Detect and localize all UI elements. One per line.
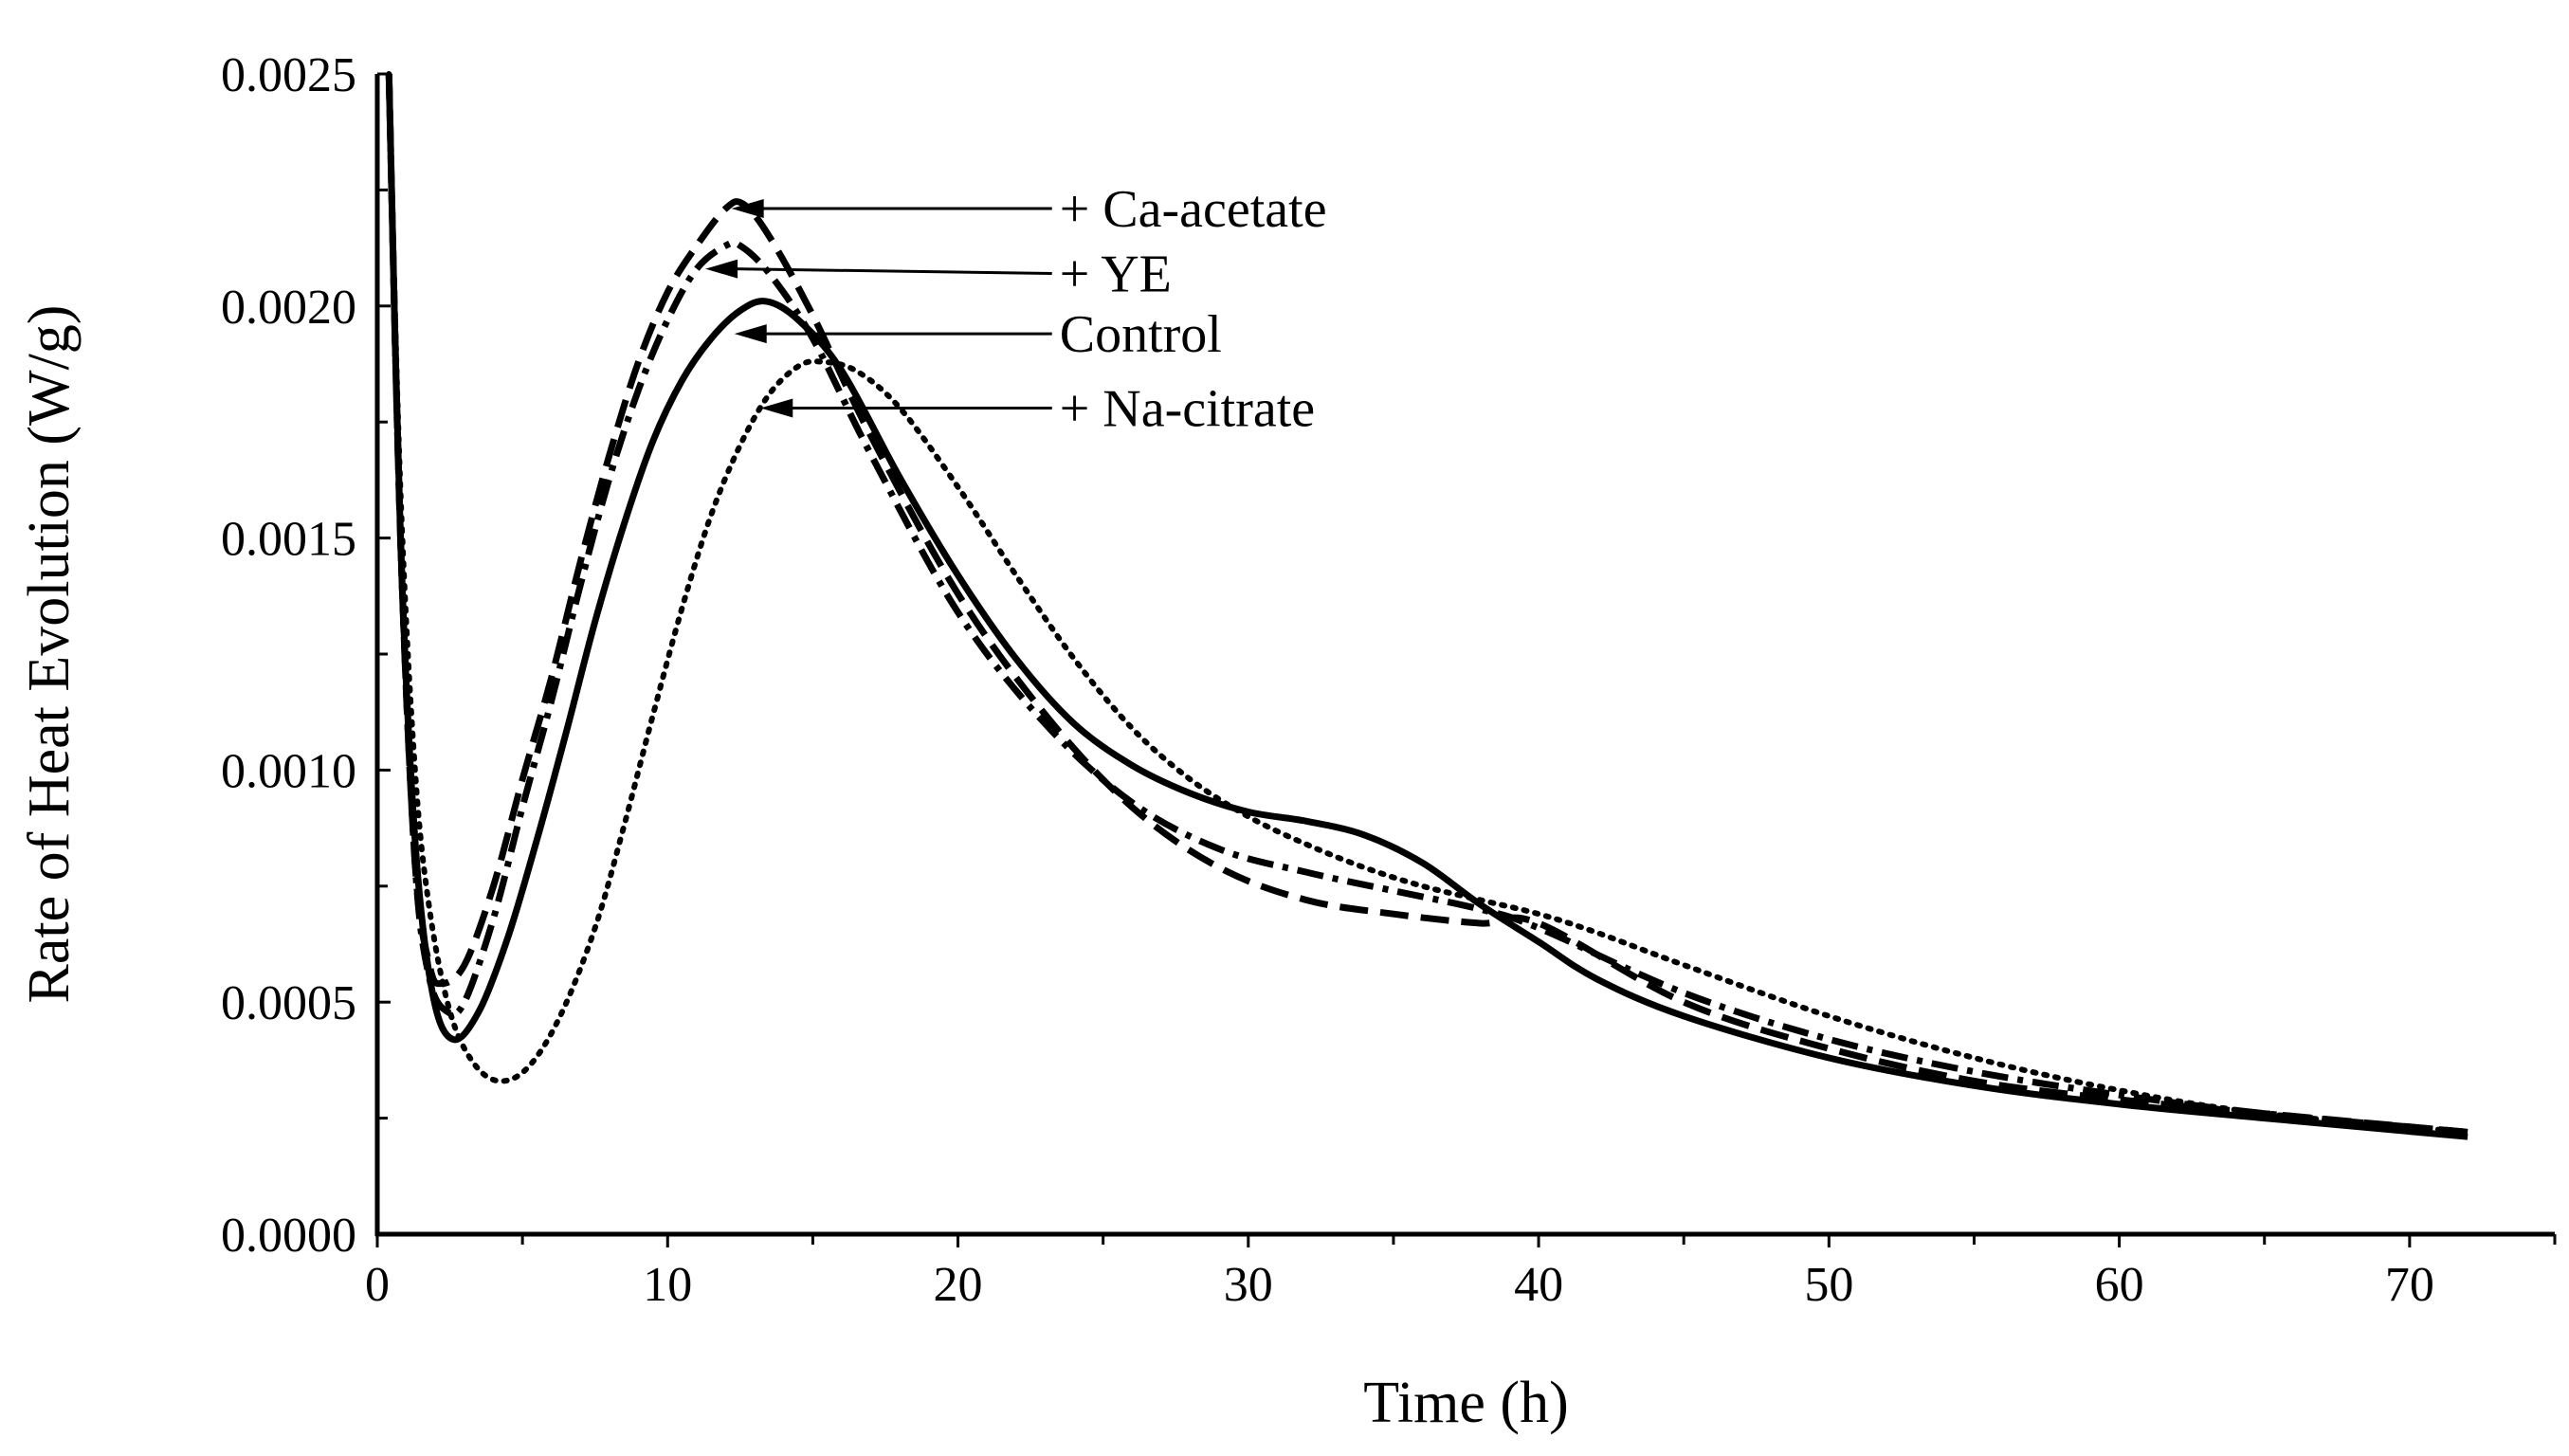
y-tick-label: 0.0025 [221, 48, 356, 102]
annotation-label-na-citrate: + Na-citrate [1060, 380, 1315, 439]
series-line-control [385, 73, 2469, 1140]
annotation-label-control: Control [1060, 305, 1222, 364]
y-tick-label: 0.0000 [221, 1209, 356, 1263]
series-line-ye [385, 73, 2469, 1136]
x-tick-label: 40 [1514, 1258, 1563, 1312]
series-line-ca-acetate [385, 73, 2469, 1136]
x-tick-label: 70 [2385, 1258, 2434, 1312]
y-ticks: 0.0000 0.0005 0.0010 0.0015 0.0020 0.0025 [221, 48, 391, 1263]
y-axis-title: Rate of Heat Evolution (W/g) [17, 305, 82, 1004]
annotation-label-ca-acetate: + Ca-acetate [1060, 180, 1327, 239]
x-ticks: 0 10 20 30 40 50 60 70 [365, 1234, 2557, 1312]
annotation-arrowhead [734, 324, 767, 344]
x-tick-label: 60 [2095, 1258, 2144, 1312]
annotation-label-ye: + YE [1060, 246, 1172, 304]
x-tick-label: 30 [1224, 1258, 1273, 1312]
y-tick-label: 0.0005 [221, 976, 356, 1030]
x-tick-label: 50 [1804, 1258, 1853, 1312]
x-tick-label: 10 [643, 1258, 692, 1312]
annotation-arrowhead [705, 259, 738, 279]
x-axis-title: Time (h) [1363, 1371, 1568, 1435]
x-tick-label: 20 [934, 1258, 983, 1312]
series-line-na-citrate [386, 71, 2471, 1136]
annotation-arrowhead [731, 198, 764, 218]
y-tick-label: 0.0010 [221, 744, 356, 798]
series-lines [385, 71, 2471, 1140]
annotation-arrowhead [760, 398, 793, 418]
y-tick-label: 0.0015 [221, 513, 356, 567]
y-tick-label: 0.0020 [221, 281, 356, 335]
x-tick-label: 0 [365, 1258, 390, 1312]
axes [374, 74, 2555, 1237]
annotation-arrow-line [734, 267, 1052, 276]
